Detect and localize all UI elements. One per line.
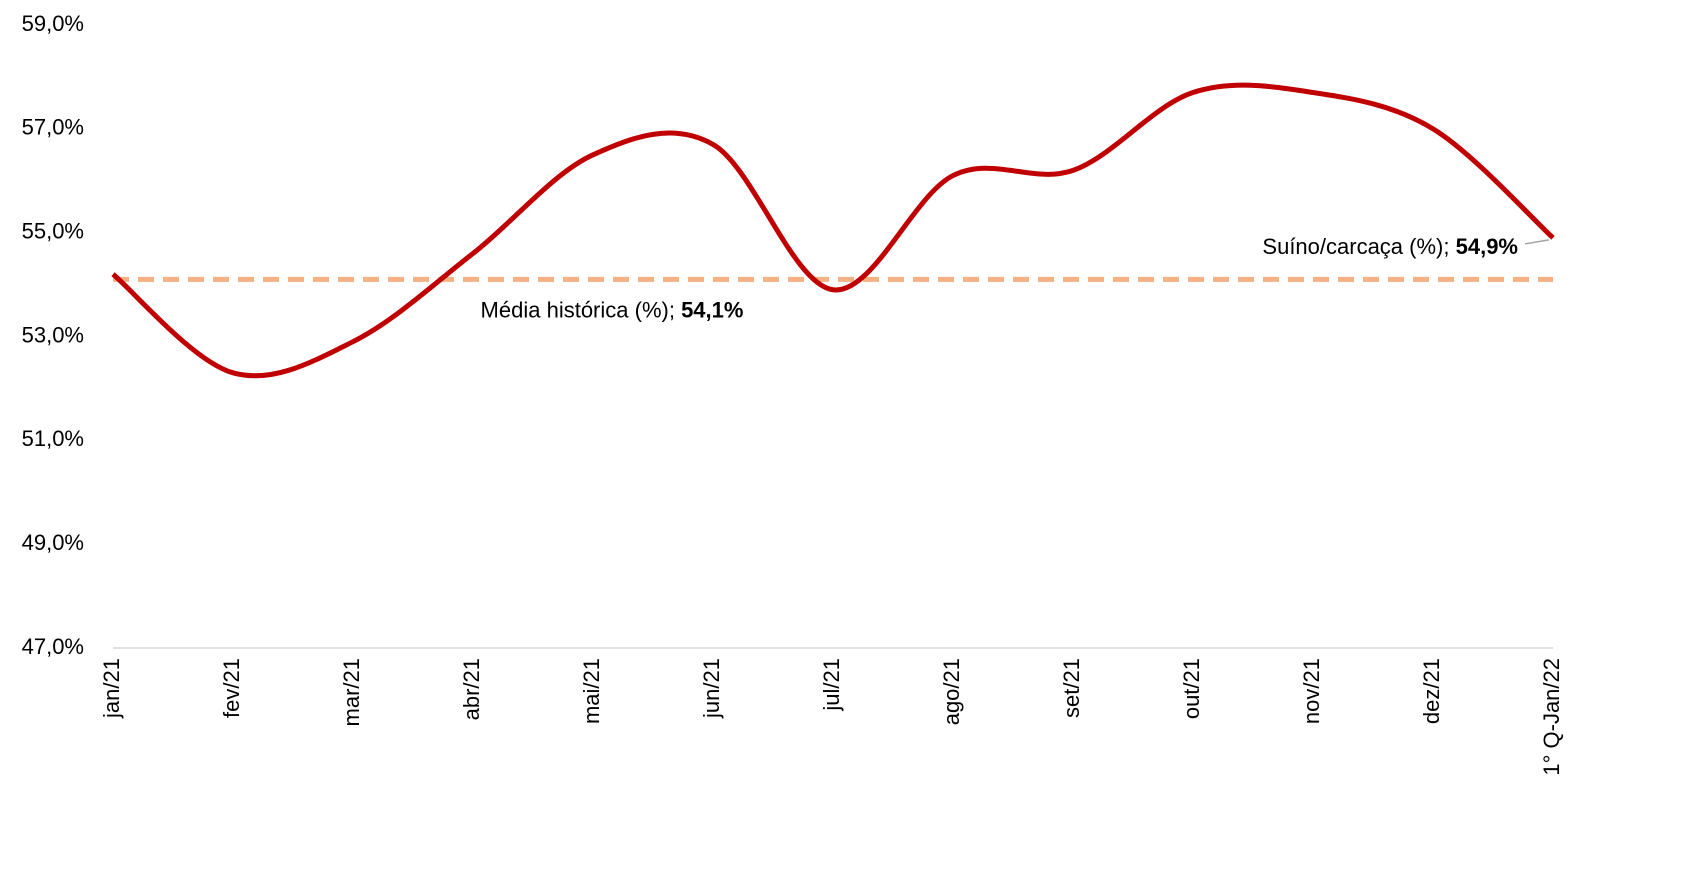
y-tick-label: 47,0%	[22, 634, 84, 659]
series-name: Suíno/carcaça (%)	[1262, 234, 1443, 259]
series-line	[111, 82, 1555, 379]
x-tick-label: 1° Q-Jan/22	[1539, 658, 1564, 776]
y-tick-label: 59,0%	[22, 11, 84, 36]
x-tick-label: jul/21	[819, 658, 844, 712]
x-tick-label: mar/21	[339, 658, 364, 726]
x-tick-label: set/21	[1059, 658, 1084, 718]
x-tick-label: fev/21	[219, 658, 244, 718]
separator: ;	[1443, 234, 1455, 259]
reference-value: 54,1%	[681, 297, 743, 322]
series-label: Suíno/carcaça (%); 54,9%	[1262, 234, 1518, 259]
x-tick-label: jan/21	[99, 658, 124, 719]
y-tick-label: 53,0%	[22, 322, 84, 347]
x-tick-label: ago/21	[939, 658, 964, 725]
reference-label: Média histórica (%); 54,1%	[481, 297, 744, 322]
y-tick-label: 49,0%	[22, 530, 84, 555]
value-label: 54,9%	[1456, 234, 1518, 259]
y-tick-label: 51,0%	[22, 426, 84, 451]
y-tick-label: 57,0%	[22, 115, 84, 140]
x-tick-label: jun/21	[699, 658, 724, 719]
leader-line	[1524, 239, 1550, 245]
reference-name: Média histórica (%)	[481, 297, 669, 322]
separator: ;	[669, 297, 681, 322]
x-tick-label: out/21	[1179, 658, 1204, 719]
x-tick-label: abr/21	[459, 658, 484, 720]
x-tick-label: dez/21	[1419, 658, 1444, 724]
x-tick-label: nov/21	[1299, 658, 1324, 724]
y-tick-label: 55,0%	[22, 218, 84, 243]
x-tick-label: mai/21	[579, 658, 604, 724]
